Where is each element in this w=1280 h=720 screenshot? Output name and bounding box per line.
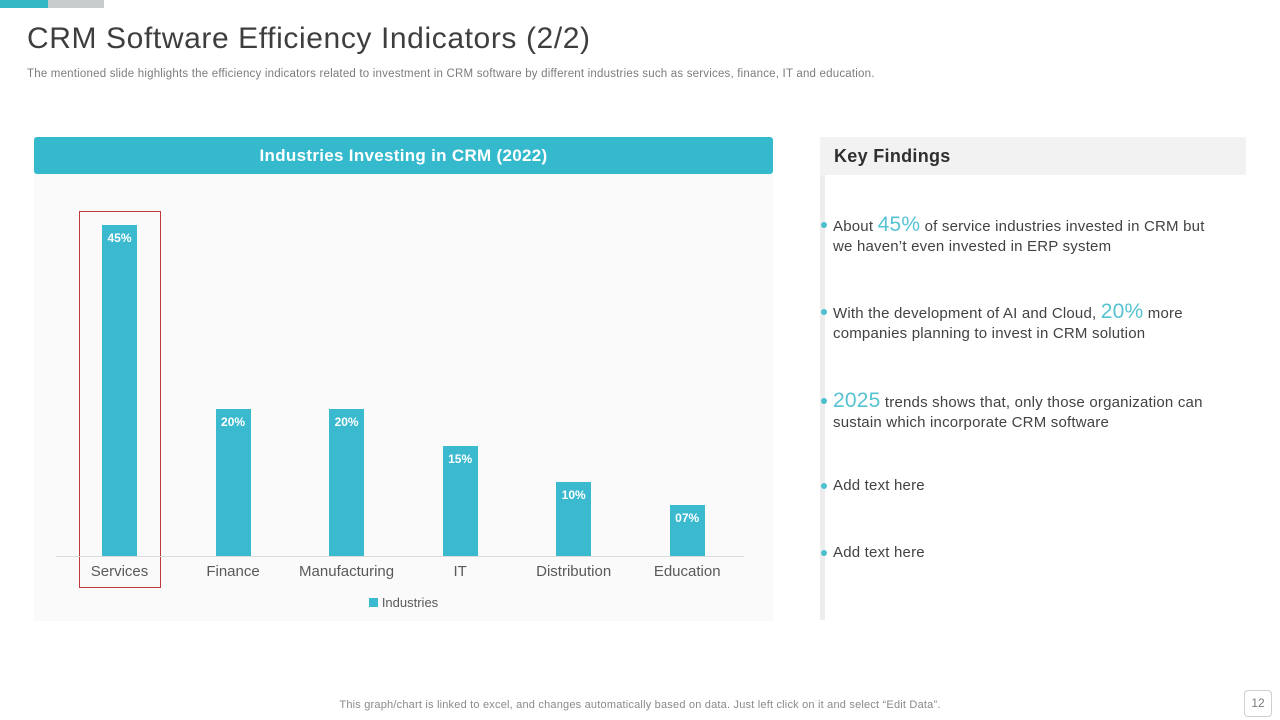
key-finding-text: About 45% of service industries invested… (833, 213, 1205, 255)
legend-label: Industries (381, 595, 439, 610)
category-label-distribution: Distribution (536, 563, 612, 580)
key-finding-item[interactable]: Add text here (820, 543, 1220, 563)
category-label-education: Education (653, 563, 721, 580)
bar-value-label: 15% (448, 452, 473, 466)
bar-distribution: 10% (556, 482, 592, 556)
bullet-dot-icon (821, 309, 827, 315)
chart-title: Industries Investing in CRM (2022) (34, 137, 773, 174)
key-finding-item: 2025 trends shows that, only those organ… (820, 389, 1220, 433)
page-title: CRM Software Efficiency Indicators (2/2) (27, 22, 591, 55)
key-finding-item: About 45% of service industries invested… (820, 213, 1220, 257)
category-label-manufacturing: Manufacturing (299, 563, 395, 580)
accent-value: 2025 (833, 389, 881, 412)
bar-it: 15% (442, 446, 478, 556)
bar-value-label: 07% (675, 511, 700, 525)
category-label-services: Services (90, 563, 149, 580)
key-finding-item[interactable]: Add text here (820, 476, 1220, 496)
footer-note: This graph/chart is linked to excel, and… (339, 699, 941, 711)
top-accent-bar-gray (48, 0, 104, 8)
x-axis-line (56, 556, 744, 557)
key-finding-text: With the development of AI and Cloud, 20… (833, 300, 1183, 342)
key-findings-left-strip (820, 175, 825, 620)
bar-value-label: 20% (221, 415, 246, 429)
bar-finance: 20% (215, 409, 251, 556)
category-label-finance: Finance (206, 563, 260, 580)
top-accent-bar-teal (0, 0, 48, 8)
page-subtitle: The mentioned slide highlights the effic… (27, 68, 875, 80)
bar-value-label: 45% (107, 231, 132, 245)
category-label-it: IT (453, 563, 467, 580)
legend-swatch-icon (368, 598, 378, 607)
services-highlight-box (79, 211, 161, 588)
key-finding-text: Add text here (833, 477, 925, 494)
bar-education: 07% (669, 505, 705, 556)
bullet-dot-icon (821, 550, 827, 556)
crm-industries-chart[interactable]: 45% 20% 20% 15% 10% 07% Services Finance Manufa… (34, 137, 773, 621)
accent-value: 20% (1100, 300, 1144, 323)
bar-value-label: 20% (334, 415, 359, 429)
key-finding-item: With the development of AI and Cloud, 20… (820, 300, 1220, 344)
key-finding-text: 2025 trends shows that, only those organ… (833, 389, 1203, 431)
bar-services: 45% (102, 225, 137, 556)
chart-plot-area: 45% 20% 20% 15% 10% 07% Services Finance Manufa… (34, 137, 773, 621)
bullet-dot-icon (821, 398, 827, 404)
bar-manufacturing: 20% (329, 409, 365, 556)
accent-value: 45% (877, 213, 921, 236)
bullet-dot-icon (821, 222, 827, 228)
key-findings-title: Key Findings (820, 137, 1246, 175)
key-finding-text: Add text here (833, 544, 925, 561)
bullet-dot-icon (821, 483, 827, 489)
chart-legend: Industries (34, 595, 773, 610)
page-number-badge: 12 (1244, 690, 1272, 717)
bar-value-label: 10% (561, 488, 586, 502)
key-findings-panel: Key Findings About 45% of service indust… (820, 137, 1254, 621)
